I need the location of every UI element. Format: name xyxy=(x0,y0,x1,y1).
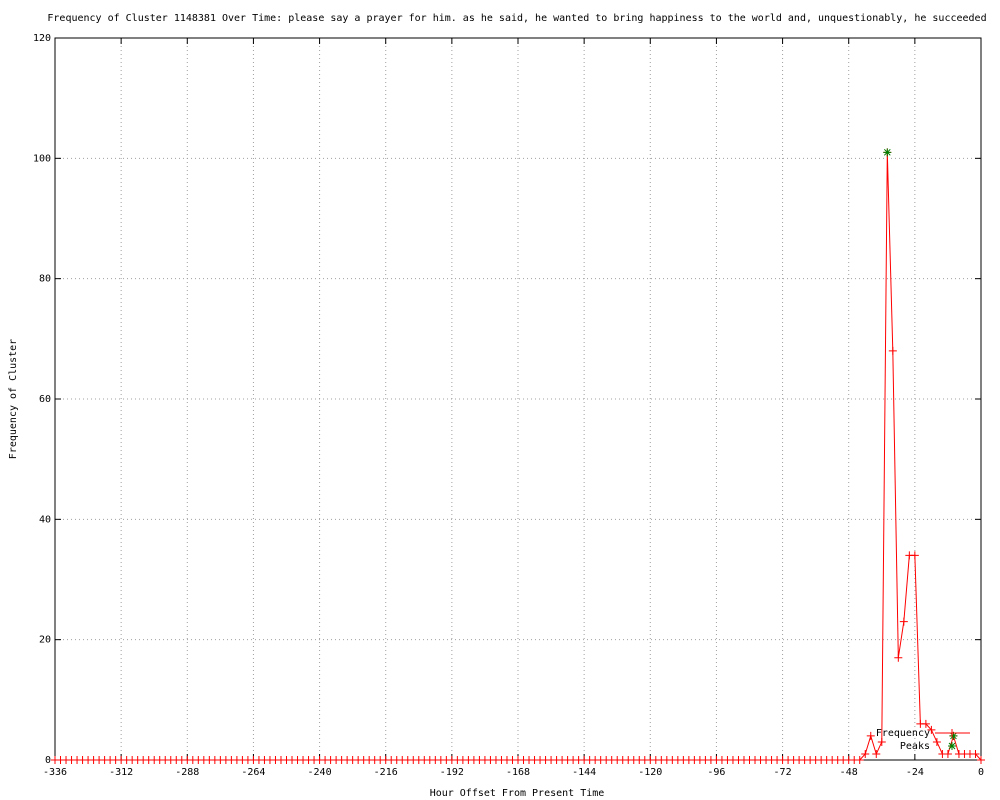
series-line xyxy=(55,152,982,761)
point-marker xyxy=(971,749,980,758)
legend-marker xyxy=(948,742,956,750)
y-tick-label: 60 xyxy=(39,394,51,405)
legend-marker xyxy=(948,729,956,737)
legend-label: Peaks xyxy=(900,741,930,752)
chart-title: Frequency of Cluster 1148381 Over Time: … xyxy=(47,13,986,24)
x-tick-label: 0 xyxy=(978,767,984,778)
x-tick-label: -72 xyxy=(774,767,792,778)
x-tick-label: -120 xyxy=(638,767,662,778)
y-axis-label: Frequency of Cluster xyxy=(8,339,19,459)
point-marker xyxy=(872,749,881,758)
x-axis-label: Hour Offset From Present Time xyxy=(430,788,605,799)
legend-label: Frequency xyxy=(876,728,930,739)
y-tick-label: 40 xyxy=(39,514,51,525)
y-tick-label: 120 xyxy=(33,33,51,44)
point-marker xyxy=(861,749,870,758)
x-tick-label: -240 xyxy=(308,767,332,778)
x-tick-label: -24 xyxy=(906,767,924,778)
x-tick-label: -144 xyxy=(572,767,596,778)
point-marker xyxy=(888,346,897,355)
y-tick-label: 100 xyxy=(33,153,51,164)
point-marker xyxy=(932,737,941,746)
y-tick-label: 20 xyxy=(39,635,51,646)
point-marker xyxy=(921,719,930,728)
x-tick-label: -192 xyxy=(440,767,464,778)
point-marker xyxy=(877,737,886,746)
x-tick-label: -168 xyxy=(506,767,530,778)
x-tick-label: -96 xyxy=(707,767,725,778)
y-tick-label: 0 xyxy=(45,755,51,766)
x-tick-label: -312 xyxy=(109,767,133,778)
point-marker xyxy=(899,617,908,626)
point-marker xyxy=(977,756,985,764)
x-tick-label: -48 xyxy=(840,767,858,778)
x-tick-label: -264 xyxy=(241,767,265,778)
x-tick-label: -216 xyxy=(374,767,398,778)
point-marker xyxy=(894,653,903,662)
point-marker xyxy=(855,756,864,764)
point-marker xyxy=(949,731,958,740)
point-marker xyxy=(866,731,875,740)
y-tick-label: 80 xyxy=(39,274,51,285)
point-marker xyxy=(927,725,936,734)
point-marker xyxy=(943,749,952,758)
x-tick-label: -288 xyxy=(175,767,199,778)
point-marker xyxy=(910,551,919,560)
point-marker xyxy=(883,148,892,157)
x-tick-label: -336 xyxy=(43,767,67,778)
